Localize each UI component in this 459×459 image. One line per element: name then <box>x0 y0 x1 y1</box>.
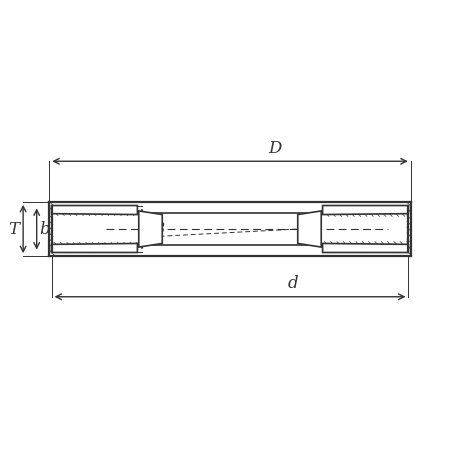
Polygon shape <box>322 206 408 215</box>
Polygon shape <box>51 244 137 253</box>
Polygon shape <box>51 206 137 215</box>
Polygon shape <box>139 212 162 247</box>
Text: b: b <box>39 221 50 238</box>
Text: B: B <box>151 221 164 238</box>
Text: T: T <box>9 221 20 238</box>
Polygon shape <box>322 244 408 253</box>
Polygon shape <box>297 212 320 247</box>
Text: d: d <box>287 275 298 292</box>
Text: D: D <box>268 140 281 157</box>
